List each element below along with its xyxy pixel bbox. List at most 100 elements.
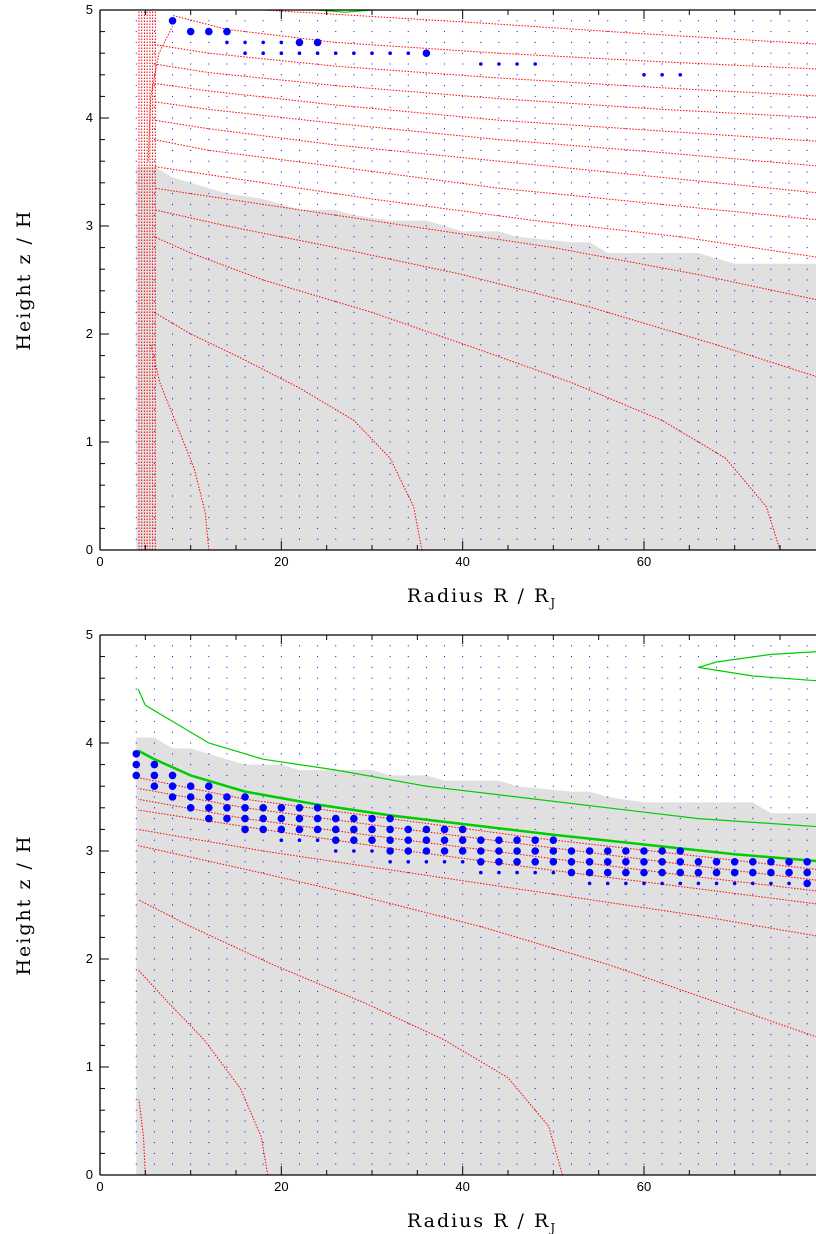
grid-dot	[153, 301, 155, 303]
grid-dot	[335, 936, 337, 938]
grid-dot	[734, 463, 736, 465]
grid-dot	[190, 882, 192, 884]
data-point	[531, 847, 539, 855]
data-point	[585, 847, 594, 855]
grid-dot	[262, 1142, 264, 1144]
grid-dot	[788, 1012, 790, 1014]
grid-dot	[770, 688, 772, 690]
grid-dot	[570, 764, 572, 766]
grid-dot	[353, 1142, 355, 1144]
grid-dot	[153, 645, 155, 647]
grid-dot	[190, 225, 192, 227]
grid-dot	[752, 1034, 754, 1036]
grid-dot	[190, 344, 192, 346]
grid-dot	[317, 1044, 319, 1046]
grid-dot	[371, 31, 373, 33]
grid-dot	[244, 441, 246, 443]
data-point	[297, 51, 302, 55]
grid-dot	[679, 699, 681, 701]
grid-dot	[643, 41, 645, 43]
grid-dot	[262, 947, 264, 949]
grid-dot	[516, 31, 518, 33]
grid-dot	[317, 257, 319, 259]
grid-dot	[298, 947, 300, 949]
grid-dot	[153, 387, 155, 389]
grid-dot	[770, 926, 772, 928]
grid-dot	[226, 441, 228, 443]
grid-dot	[153, 753, 155, 755]
grid-dot	[444, 1012, 446, 1014]
grid-dot	[788, 666, 790, 668]
grid-dot	[661, 182, 663, 184]
grid-dot	[679, 527, 681, 529]
grid-dot	[190, 1055, 192, 1057]
grid-dot	[425, 645, 427, 647]
grid-dot	[226, 387, 228, 389]
grid-dot	[607, 301, 609, 303]
grid-dot	[806, 1044, 808, 1046]
grid-dot	[262, 969, 264, 971]
grid-dot	[661, 753, 663, 755]
grid-dot	[770, 1055, 772, 1057]
grid-dot	[190, 538, 192, 540]
grid-dot	[389, 160, 391, 162]
grid-dot	[335, 333, 337, 335]
grid-dot	[317, 656, 319, 658]
grid-dot	[534, 527, 536, 529]
grid-dot	[444, 774, 446, 776]
grid-dot	[407, 688, 409, 690]
grid-dot	[607, 936, 609, 938]
grid-dot	[734, 1066, 736, 1068]
grid-dot	[280, 63, 282, 65]
grid-dot	[752, 926, 754, 928]
grid-dot	[262, 1012, 264, 1014]
grid-dot	[444, 74, 446, 76]
grid-dot	[335, 1120, 337, 1122]
grid-dot	[734, 95, 736, 97]
grid-dot	[734, 656, 736, 658]
grid-dot	[788, 1120, 790, 1122]
grid-dot	[625, 106, 627, 108]
contour-line	[154, 187, 816, 301]
grid-dot	[661, 128, 663, 130]
y-tick-label: 2	[86, 326, 93, 341]
grid-dot	[806, 495, 808, 497]
grid-dot	[190, 398, 192, 400]
grid-dot	[190, 1109, 192, 1111]
grid-dot	[770, 139, 772, 141]
grid-dot	[244, 85, 246, 87]
grid-dot	[643, 344, 645, 346]
grid-dot	[788, 828, 790, 830]
grid-dot	[625, 774, 627, 776]
grid-dot	[190, 322, 192, 324]
grid-dot	[135, 1034, 137, 1036]
grid-dot	[516, 322, 518, 324]
grid-dot	[552, 753, 554, 755]
grid-dot	[480, 720, 482, 722]
grid-dot	[425, 1120, 427, 1122]
grid-dot	[516, 1001, 518, 1003]
grid-dot	[335, 31, 337, 33]
grid-dot	[371, 1131, 373, 1133]
grid-dot	[317, 796, 319, 798]
grid-dot	[806, 31, 808, 33]
grid-dot	[353, 1066, 355, 1068]
grid-dot	[716, 517, 718, 519]
grid-dot	[389, 419, 391, 421]
grid-dot	[335, 117, 337, 119]
grid-dot	[752, 365, 754, 367]
grid-dot	[208, 85, 210, 87]
grid-dot	[770, 52, 772, 54]
grid-dot	[607, 710, 609, 712]
grid-dot	[335, 774, 337, 776]
grid-dot	[371, 20, 373, 22]
grid-dot	[462, 969, 464, 971]
grid-dot	[462, 257, 464, 259]
grid-dot	[444, 160, 446, 162]
grid-dot	[190, 742, 192, 744]
grid-dot	[516, 688, 518, 690]
grid-dot	[298, 527, 300, 529]
grid-dot	[480, 1109, 482, 1111]
grid-dot	[371, 904, 373, 906]
grid-dot	[226, 365, 228, 367]
